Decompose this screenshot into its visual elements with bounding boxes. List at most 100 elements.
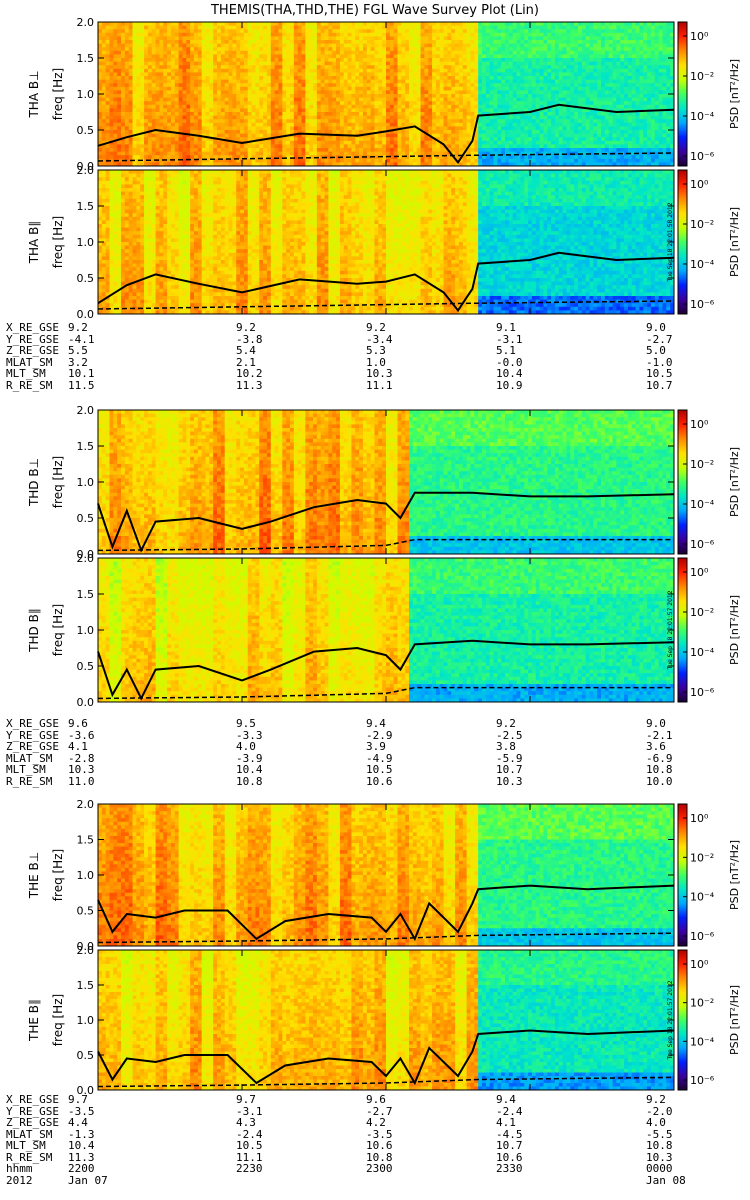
psd-cell <box>409 162 414 167</box>
psd-cell <box>401 158 406 163</box>
psd-cell <box>409 43 414 48</box>
psd-cell <box>140 68 145 73</box>
psd-cell <box>389 79 395 84</box>
psd-cell <box>528 83 533 88</box>
psd-cell <box>378 137 383 142</box>
psd-cell <box>117 130 122 134</box>
psd-cell <box>535 25 540 30</box>
psd-cell <box>432 61 437 66</box>
psd-cell <box>489 133 494 138</box>
psd-cell <box>290 29 295 34</box>
psd-cell <box>101 140 107 145</box>
psd-cell <box>393 122 398 127</box>
psd-cell <box>194 58 199 62</box>
psd-cell <box>547 76 552 80</box>
psd-cell <box>508 90 514 95</box>
psd-cell <box>366 47 372 52</box>
psd-cell <box>201 162 206 167</box>
psd-cell <box>124 108 130 113</box>
psd-cell <box>489 36 494 41</box>
psd-cell <box>497 101 502 106</box>
psd-cell <box>167 155 172 160</box>
psd-cell <box>551 148 556 152</box>
psd-cell <box>121 76 126 80</box>
psd-cell <box>336 148 341 152</box>
psd-cell <box>270 47 276 52</box>
psd-cell <box>393 36 398 41</box>
psd-cell <box>159 151 164 156</box>
psd-cell <box>190 65 195 70</box>
psd-cell <box>163 119 168 124</box>
psd-cell <box>386 101 391 106</box>
psd-cell <box>316 61 322 66</box>
psd-cell <box>259 126 264 131</box>
psd-cell <box>508 22 514 26</box>
psd-cell <box>409 32 414 37</box>
psd-cell <box>251 112 256 116</box>
psd-cell <box>105 122 110 127</box>
psd-cell <box>508 47 514 52</box>
psd-cell <box>113 68 118 73</box>
psd-cell <box>424 101 429 106</box>
psd-cell <box>224 79 229 84</box>
psd-cell <box>213 101 218 106</box>
psd-cell <box>554 115 560 120</box>
psd-cell <box>551 119 556 124</box>
psd-cell <box>528 79 533 84</box>
psd-cell <box>232 140 237 145</box>
psd-cell <box>336 40 341 44</box>
psd-cell <box>432 79 437 84</box>
psd-cell <box>489 72 494 77</box>
psd-cell <box>428 94 433 98</box>
psd-cell <box>305 61 310 66</box>
psd-cell <box>347 72 352 77</box>
psd-cell <box>113 83 118 88</box>
psd-cell <box>201 101 206 106</box>
psd-cell <box>220 50 226 55</box>
psd-cell <box>405 140 410 145</box>
psd-cell <box>136 58 141 62</box>
psd-cell <box>190 140 195 145</box>
psd-cell <box>220 97 226 102</box>
psd-cell <box>320 151 325 156</box>
psd-cell <box>378 25 383 30</box>
psd-cell <box>359 54 364 59</box>
psd-cell <box>328 50 333 55</box>
psd-cell <box>247 25 252 30</box>
psd-cell <box>435 101 441 106</box>
psd-cell <box>163 72 168 77</box>
psd-cell <box>462 137 468 142</box>
psd-cell <box>197 119 203 124</box>
psd-cell <box>432 22 437 26</box>
psd-cell <box>328 115 333 120</box>
psd-cell <box>213 90 218 95</box>
psd-cell <box>351 140 356 145</box>
psd-cell <box>270 76 276 80</box>
psd-cell <box>332 119 337 124</box>
psd-cell <box>209 65 214 70</box>
psd-cell <box>128 40 133 44</box>
psd-cell <box>124 90 130 95</box>
psd-cell <box>424 119 429 124</box>
psd-cell <box>539 104 544 109</box>
psd-cell <box>570 76 575 80</box>
psd-cell <box>389 72 395 77</box>
psd-cell <box>347 58 352 62</box>
psd-cell <box>409 47 414 52</box>
psd-cell <box>266 115 272 120</box>
psd-cell <box>232 90 237 95</box>
psd-cell <box>251 155 256 160</box>
psd-cell <box>201 61 206 66</box>
psd-cell <box>493 25 498 30</box>
psd-cell <box>320 47 325 52</box>
psd-cell <box>182 50 187 55</box>
psd-cell <box>474 126 479 131</box>
psd-cell <box>370 86 375 91</box>
psd-cell <box>205 108 210 113</box>
psd-cell <box>251 50 256 55</box>
psd-cell <box>247 47 252 52</box>
psd-cell <box>420 122 425 127</box>
psd-cell <box>516 32 521 37</box>
psd-cell <box>466 155 471 160</box>
psd-cell <box>474 140 479 145</box>
